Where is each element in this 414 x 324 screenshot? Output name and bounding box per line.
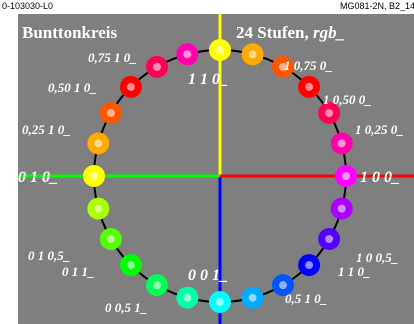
code-right: MG081-2N, B2_14 xyxy=(340,1,414,11)
dot-center xyxy=(325,235,334,243)
dot-center xyxy=(337,204,346,213)
labels: 0,75 1 0_ 0,50 1 0_ 0,25 1 0_ 0 1 0_ 0 1 0,5… xyxy=(18,50,404,315)
dot-center xyxy=(248,50,257,59)
title: Bunttonkreis xyxy=(22,23,117,42)
rgb-label: 0 1 1_ xyxy=(62,264,95,279)
rgb-label: 0,25 1 0_ xyxy=(22,122,71,137)
dot-center xyxy=(325,109,334,117)
dot-center xyxy=(183,50,192,59)
dot-center xyxy=(126,261,135,270)
dot-center xyxy=(94,204,103,213)
rgb-label: 0 0,5 1_ xyxy=(105,300,147,315)
dot-center xyxy=(342,172,350,180)
rgb-label: 1 0,75 0_ xyxy=(284,58,333,73)
rgb-label: 0,50 1 0_ xyxy=(48,80,97,95)
rgb-label: 1 0 0,5_ xyxy=(356,250,398,265)
rgb-label: 0 1 0_ xyxy=(18,169,58,186)
dot-center xyxy=(90,172,98,180)
rgb-label: 1 0,25 0_ xyxy=(355,122,404,137)
dots xyxy=(83,39,357,313)
rgb-label: 0,5 1 0_ xyxy=(285,291,327,306)
dot-center xyxy=(153,281,161,290)
dot-center xyxy=(106,109,115,117)
rgb-label: 0,75 1 0_ xyxy=(88,50,137,65)
subtitle-text: 24 Stufen, xyxy=(236,23,309,42)
subtitle-italic: rgb_ xyxy=(313,23,345,42)
dot-center xyxy=(305,82,314,91)
dot-center xyxy=(126,82,135,91)
rgb-label: 1 0 0_ xyxy=(360,169,400,186)
dot-center xyxy=(94,139,103,148)
dot-center xyxy=(153,62,161,71)
dot-center xyxy=(216,298,224,306)
dot-center xyxy=(337,139,346,148)
code-left: 0-103030-L0 xyxy=(2,1,53,11)
rgb-label: 1 1 0_ xyxy=(188,71,228,88)
dot-center xyxy=(216,46,224,54)
dot-center xyxy=(183,293,192,302)
dot-center xyxy=(279,62,287,71)
dot-center xyxy=(248,293,257,302)
subtitle: 24 Stufen, rgb_ xyxy=(236,23,345,42)
rgb-label: 1 0,50 0_ xyxy=(323,92,372,107)
rgb-label: 1 1 0_ xyxy=(338,264,371,279)
rgb-label: 0 0 1_ xyxy=(188,267,228,284)
dot-center xyxy=(106,235,115,243)
dot-center xyxy=(279,281,287,290)
rgb-label: 0 1 0,5_ xyxy=(28,248,70,263)
dot-center xyxy=(305,261,314,270)
